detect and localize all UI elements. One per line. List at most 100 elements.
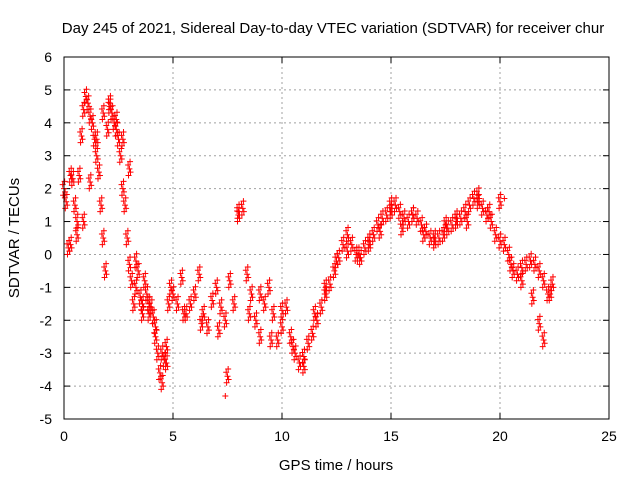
data-point [497,231,504,238]
data-point [526,264,533,271]
y-tick-label: 0 [44,246,52,262]
data-point [216,300,223,307]
data-point [495,194,502,201]
data-point [312,303,319,310]
data-point [469,202,476,209]
data-point [132,290,139,297]
data-point [120,139,127,146]
data-point [74,231,81,238]
data-point [486,201,493,208]
data-point [299,369,306,376]
data-point [274,337,281,344]
data-point [500,237,507,244]
data-point [107,103,114,110]
data-point [166,304,173,311]
data-point [177,270,184,277]
data-point [340,241,347,248]
data-point [87,171,94,178]
y-tick-label: 4 [44,115,52,131]
data-point [166,280,173,287]
data-point [96,172,103,179]
data-point [99,205,106,212]
data-point [164,307,171,314]
data-point [332,271,339,278]
data-point [488,218,495,225]
data-point [179,267,186,274]
data-point [518,264,525,271]
data-point [304,346,311,353]
data-point [146,310,153,317]
data-series-sdtvar [59,86,557,399]
data-point [257,333,264,340]
data-point [255,329,262,336]
data-point [246,310,253,317]
data-point [541,329,548,336]
data-point [460,204,467,211]
data-point [90,123,97,130]
y-tick-label: -2 [40,312,53,328]
data-point [343,227,350,234]
data-point [125,172,132,179]
data-point [348,241,355,248]
data-point [159,379,166,386]
data-point [99,241,106,248]
data-point [269,340,276,347]
data-point [101,113,108,120]
data-point [190,297,197,304]
data-point [79,214,86,221]
y-tick-label: 6 [44,49,52,65]
data-point [119,185,126,192]
data-point [518,277,525,284]
data-point [321,290,328,297]
data-point [439,227,446,234]
data-point [222,317,229,324]
data-point [231,300,238,307]
data-point [226,277,233,284]
data-point [234,204,241,211]
data-point [419,227,426,234]
data-point [378,231,385,238]
data-point [452,221,459,228]
data-point [419,238,426,245]
data-point [265,284,272,291]
data-point [72,194,79,201]
data-point [288,326,295,333]
data-point [240,198,247,205]
data-point [344,248,351,255]
data-point [240,208,247,215]
data-point [173,307,180,314]
data-point [275,329,282,336]
data-point [504,247,511,254]
data-point [508,264,515,271]
data-point [273,343,280,350]
data-point [98,105,105,112]
data-point [99,116,106,123]
data-point [398,231,405,238]
data-point [113,116,120,123]
data-point [79,136,86,143]
data-point [513,267,520,274]
data-point [501,241,508,248]
data-point [532,254,539,261]
data-point [68,182,75,189]
data-point [162,339,169,346]
data-point [138,307,145,314]
data-point [396,208,403,215]
data-point [222,310,229,317]
data-point [469,191,476,198]
data-point [103,260,110,267]
data-point [207,293,214,300]
data-point [209,290,216,297]
data-point [366,234,373,241]
data-point [82,93,89,100]
data-point [87,113,94,120]
data-point [336,247,343,254]
data-point [345,240,352,247]
data-point [146,300,153,307]
data-point [166,293,173,300]
y-axis-label: SDTVAR / TECUs [6,178,23,298]
data-point [69,175,76,182]
data-point [132,284,139,291]
data-point [441,228,448,235]
data-point [81,221,88,228]
